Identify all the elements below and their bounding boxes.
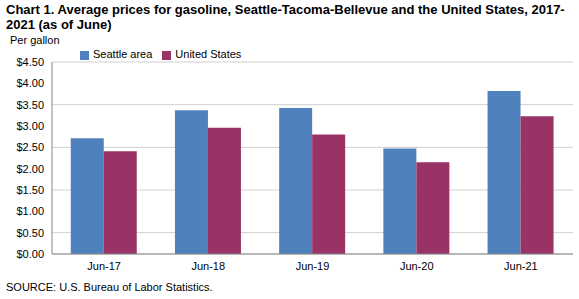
html-text:Chart 1. Average prices for ga: Chart 1. Average prices for gasoline, Se…: [6, 2, 565, 32]
svg-text:$2.00: $2.00: [16, 163, 44, 175]
html-text:Per gallon: Per gallon: [10, 34, 60, 46]
svg-text:$3.00: $3.00: [16, 120, 44, 132]
svg-text:$0.50: $0.50: [16, 227, 44, 239]
svg-text:Jun-17: Jun-17: [87, 260, 121, 272]
svg-text:$4.50: $4.50: [16, 56, 44, 68]
svg-text:$3.50: $3.50: [16, 99, 44, 111]
svg-text:$4.00: $4.00: [16, 77, 44, 89]
svg-text:$2.50: $2.50: [16, 141, 44, 153]
svg-text:Jun-18: Jun-18: [191, 260, 225, 272]
html-text:United States: United States: [175, 48, 242, 60]
svg-text:Jun-21: Jun-21: [504, 260, 538, 272]
svg-text:$0.00: $0.00: [16, 248, 44, 260]
svg-text:Jun-19: Jun-19: [296, 260, 330, 272]
svg-text:$1.50: $1.50: [16, 184, 44, 196]
html-text:SOURCE: U.S. Bureau of Labor S: SOURCE: U.S. Bureau of Labor Statistics.: [6, 281, 213, 293]
svg-text:$1.00: $1.00: [16, 205, 44, 217]
svg-text:Jun-20: Jun-20: [400, 260, 434, 272]
html-text:Seattle area: Seattle area: [93, 48, 153, 60]
